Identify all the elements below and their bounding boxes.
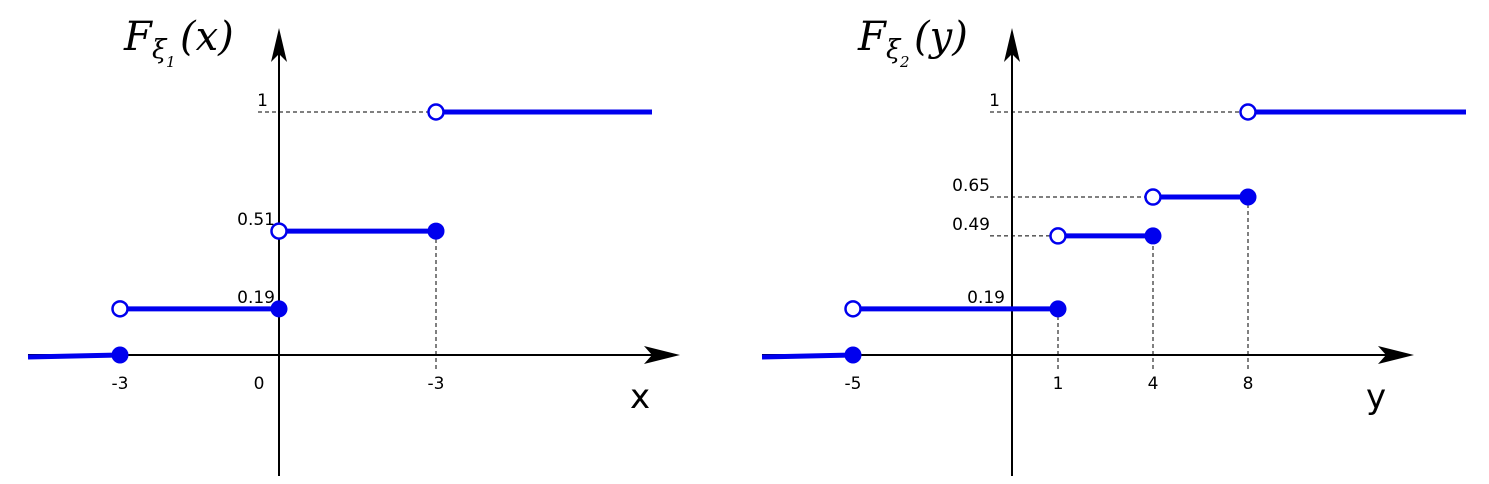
y-title-base: F <box>857 14 887 60</box>
x-axis-arrow <box>644 346 680 364</box>
closed-point <box>1144 227 1162 245</box>
x-tick-label: 1 <box>1053 374 1064 394</box>
open-point <box>111 300 129 318</box>
y-tick-label: 0.49 <box>952 215 990 235</box>
x-axis-arrow <box>1378 346 1414 364</box>
y-title-arg: (x) <box>180 14 234 60</box>
step-points <box>111 103 445 364</box>
x-tick-label: 0 <box>254 374 265 394</box>
x-axis-name: x <box>630 377 650 417</box>
step-points <box>844 103 1257 364</box>
closed-point <box>1239 188 1257 206</box>
x-axis-name: y <box>1366 377 1386 417</box>
y-title-subsub: 2 <box>899 53 910 71</box>
y-axis-arrow <box>1004 28 1020 62</box>
y-title-subsub: 1 <box>166 53 176 71</box>
closed-point <box>1049 300 1067 318</box>
step-segments <box>27 109 652 360</box>
x-tick-label: 8 <box>1243 374 1254 394</box>
x-tick-label: -3 <box>112 374 129 394</box>
y-tick-label: 0.19 <box>237 288 275 308</box>
y-axis-arrow <box>271 28 287 62</box>
chart-2: 0.19 0.49 0.65 1 -5 1 4 8 y F ξ 2(y) <box>761 14 1466 476</box>
y-tick-label: 1 <box>257 91 268 111</box>
closed-point <box>844 346 862 364</box>
y-tick-label: 0.65 <box>952 176 990 196</box>
y-title-arg: (y) <box>914 14 968 60</box>
y-tick-label: 0.19 <box>967 288 1005 308</box>
step-segment <box>761 352 854 360</box>
guide-lines <box>258 111 437 369</box>
guide-lines <box>990 111 1249 369</box>
open-point <box>427 103 445 121</box>
open-point <box>270 222 288 240</box>
x-tick-label: -3 <box>428 374 445 394</box>
open-point <box>1049 227 1067 245</box>
x-tick-label: 4 <box>1148 374 1159 394</box>
y-title-base: F <box>123 14 153 60</box>
y-title-sub: ξ <box>152 35 168 65</box>
open-point <box>1239 103 1257 121</box>
closed-point <box>270 300 288 318</box>
y-tick-label: 0.51 <box>237 210 275 230</box>
y-title-sub: ξ <box>886 35 902 65</box>
chart-1: 0.190.511-3 0 -3 xF ξ 1(x) <box>27 14 680 476</box>
y-tick-label: 1 <box>989 91 1000 111</box>
x-tick-label: -5 <box>845 374 862 394</box>
closed-point <box>111 346 129 364</box>
closed-point <box>427 222 445 240</box>
open-point <box>1144 188 1162 206</box>
step-segments <box>761 109 1466 360</box>
step-segment <box>27 352 121 360</box>
open-point <box>844 300 862 318</box>
